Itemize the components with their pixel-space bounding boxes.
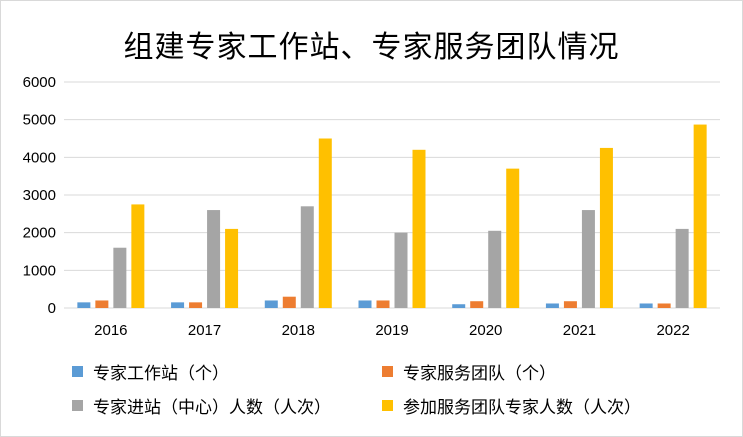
bar-series-3-2016 — [113, 247, 127, 308]
bar-series-1-2021 — [545, 303, 559, 308]
bar-series-3-2022 — [675, 228, 689, 308]
chart-title: 组建专家工作站、专家服务团队情况 — [123, 30, 620, 65]
bar-series-2-2017 — [189, 302, 203, 308]
bar-series-4-2016 — [131, 204, 145, 308]
legend-item-series-3: 专家进站（中心）人数（人次） — [72, 392, 331, 418]
bar-series-1-2022 — [639, 303, 653, 308]
x-tick-label: 2017 — [188, 322, 221, 339]
legend-swatch-series-4 — [382, 399, 393, 411]
y-tick-label: 2000 — [23, 225, 56, 242]
legend-item-series-2: 专家服务团队（个） — [382, 358, 556, 384]
legend: 专家工作站（个） 专家服务团队（个） 专家进站（中心）人数（人次） 参加服务团队… — [72, 358, 712, 428]
bar-series-3-2019 — [394, 232, 408, 308]
bars — [77, 124, 707, 309]
x-tick-label: 2019 — [375, 322, 408, 339]
bar-series-2-2016 — [95, 300, 109, 308]
bar-series-2-2018 — [282, 296, 296, 308]
bar-series-2-2019 — [376, 300, 390, 308]
legend-label-series-2: 专家服务团队（个） — [403, 363, 556, 384]
x-tick-label: 2021 — [563, 322, 596, 339]
y-tick-label: 4000 — [23, 149, 56, 166]
bar-series-3-2017 — [207, 210, 221, 308]
bar-series-4-2022 — [693, 124, 707, 309]
legend-item-series-1: 专家工作站（个） — [72, 358, 229, 384]
legend-swatch-series-3 — [72, 399, 83, 411]
bar-series-4-2018 — [318, 138, 332, 308]
bar-series-1-2020 — [452, 304, 466, 308]
bar-series-2-2022 — [657, 303, 671, 308]
bar-series-1-2016 — [77, 302, 91, 308]
legend-label-series-4: 参加服务团队专家人数（人次） — [403, 397, 641, 418]
x-tick-label: 2016 — [94, 322, 127, 339]
bar-series-1-2017 — [171, 302, 185, 308]
legend-label-series-3: 专家进站（中心）人数（人次） — [93, 397, 331, 418]
bar-series-4-2017 — [225, 228, 239, 308]
legend-swatch-series-1 — [72, 365, 83, 377]
bar-series-4-2020 — [506, 168, 520, 308]
legend-swatch-series-2 — [382, 365, 393, 377]
y-tick-label: 5000 — [23, 112, 56, 129]
bar-series-3-2020 — [488, 230, 502, 308]
y-tick-label: 3000 — [23, 187, 56, 204]
bar-series-1-2018 — [264, 300, 278, 308]
y-tick-label: 6000 — [23, 74, 56, 91]
legend-label-series-1: 专家工作站（个） — [93, 363, 229, 384]
legend-item-series-4: 参加服务团队专家人数（人次） — [382, 392, 641, 418]
y-axis-tick-labels: 0 1000 2000 3000 4000 5000 6000 — [23, 74, 56, 317]
bar-series-2-2020 — [470, 301, 484, 308]
bar-series-4-2021 — [599, 147, 613, 308]
gridlines — [64, 81, 720, 309]
bar-series-4-2019 — [412, 149, 426, 308]
x-axis-tick-labels: 2016 2017 2018 2019 2020 2021 2022 — [94, 322, 690, 339]
y-tick-label: 0 — [48, 300, 56, 317]
y-tick-label: 1000 — [23, 262, 56, 279]
bar-series-2-2021 — [563, 301, 577, 308]
bar-series-1-2019 — [358, 300, 372, 308]
x-tick-label: 2020 — [469, 322, 502, 339]
x-tick-label: 2022 — [656, 322, 689, 339]
bar-series-3-2021 — [581, 210, 595, 308]
bar-series-3-2018 — [300, 206, 314, 308]
x-tick-label: 2018 — [282, 322, 315, 339]
